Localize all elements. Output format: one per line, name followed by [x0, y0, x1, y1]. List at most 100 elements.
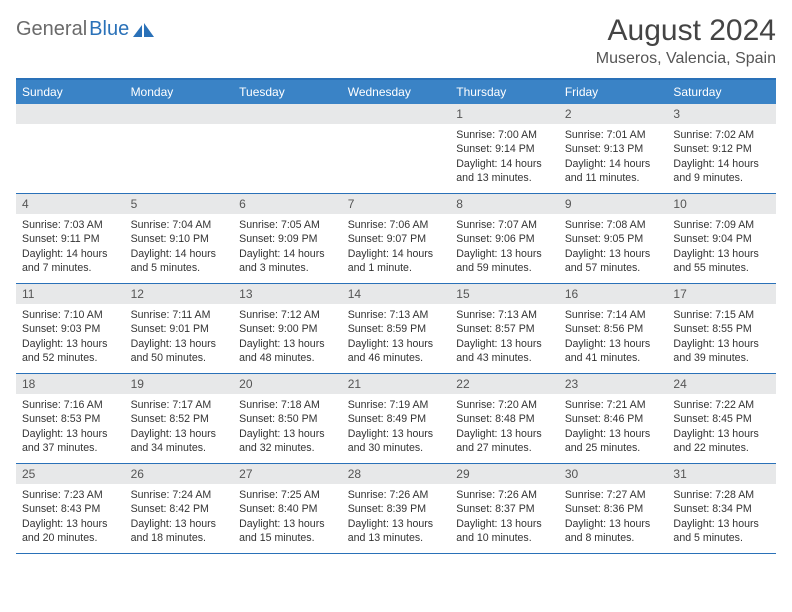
calendar-day-cell: 6Sunrise: 7:05 AMSunset: 9:09 PMDaylight… [233, 194, 342, 284]
sunset-line: Sunset: 8:40 PM [239, 502, 336, 516]
day-body: Sunrise: 7:02 AMSunset: 9:12 PMDaylight:… [667, 124, 776, 191]
sunrise-line: Sunrise: 7:04 AM [131, 218, 228, 232]
day-body: Sunrise: 7:25 AMSunset: 8:40 PMDaylight:… [233, 484, 342, 551]
sunset-line: Sunset: 9:14 PM [456, 142, 553, 156]
day-number: 24 [667, 374, 776, 394]
day-body: Sunrise: 7:18 AMSunset: 8:50 PMDaylight:… [233, 394, 342, 461]
sunrise-line: Sunrise: 7:12 AM [239, 308, 336, 322]
day-of-week-header: Tuesday [233, 80, 342, 104]
day-number: 6 [233, 194, 342, 214]
sunset-line: Sunset: 8:49 PM [348, 412, 445, 426]
daylight-line: Daylight: 13 hours and 5 minutes. [673, 517, 770, 546]
day-body: Sunrise: 7:15 AMSunset: 8:55 PMDaylight:… [667, 304, 776, 371]
daylight-line: Daylight: 14 hours and 11 minutes. [565, 157, 662, 186]
sunrise-line: Sunrise: 7:08 AM [565, 218, 662, 232]
sunset-line: Sunset: 9:07 PM [348, 232, 445, 246]
sunrise-line: Sunrise: 7:05 AM [239, 218, 336, 232]
day-of-week-header: Monday [125, 80, 234, 104]
day-body: Sunrise: 7:04 AMSunset: 9:10 PMDaylight:… [125, 214, 234, 281]
calendar-empty-cell [125, 104, 234, 194]
sunrise-line: Sunrise: 7:26 AM [348, 488, 445, 502]
daylight-line: Daylight: 14 hours and 1 minute. [348, 247, 445, 276]
sunset-line: Sunset: 8:45 PM [673, 412, 770, 426]
header: GeneralBlue August 2024 Museros, Valenci… [16, 14, 776, 68]
sunrise-line: Sunrise: 7:18 AM [239, 398, 336, 412]
sunset-line: Sunset: 9:13 PM [565, 142, 662, 156]
sunset-line: Sunset: 9:05 PM [565, 232, 662, 246]
day-number: 28 [342, 464, 451, 484]
sunrise-line: Sunrise: 7:25 AM [239, 488, 336, 502]
sunrise-line: Sunrise: 7:11 AM [131, 308, 228, 322]
sunset-line: Sunset: 9:01 PM [131, 322, 228, 336]
daylight-line: Daylight: 14 hours and 9 minutes. [673, 157, 770, 186]
calendar-day-cell: 5Sunrise: 7:04 AMSunset: 9:10 PMDaylight… [125, 194, 234, 284]
sunset-line: Sunset: 9:09 PM [239, 232, 336, 246]
day-of-week-header: Saturday [667, 80, 776, 104]
calendar-day-cell: 4Sunrise: 7:03 AMSunset: 9:11 PMDaylight… [16, 194, 125, 284]
sunrise-line: Sunrise: 7:03 AM [22, 218, 119, 232]
daylight-line: Daylight: 13 hours and 50 minutes. [131, 337, 228, 366]
day-body: Sunrise: 7:00 AMSunset: 9:14 PMDaylight:… [450, 124, 559, 191]
day-body: Sunrise: 7:01 AMSunset: 9:13 PMDaylight:… [559, 124, 668, 191]
calendar-day-cell: 3Sunrise: 7:02 AMSunset: 9:12 PMDaylight… [667, 104, 776, 194]
sunset-line: Sunset: 9:12 PM [673, 142, 770, 156]
day-number: 19 [125, 374, 234, 394]
calendar-empty-cell [233, 104, 342, 194]
daylight-line: Daylight: 13 hours and 27 minutes. [456, 427, 553, 456]
daylight-line: Daylight: 13 hours and 22 minutes. [673, 427, 770, 456]
sunset-line: Sunset: 8:48 PM [456, 412, 553, 426]
day-body: Sunrise: 7:07 AMSunset: 9:06 PMDaylight:… [450, 214, 559, 281]
day-number: 8 [450, 194, 559, 214]
sunrise-line: Sunrise: 7:23 AM [22, 488, 119, 502]
sunset-line: Sunset: 8:53 PM [22, 412, 119, 426]
day-of-week-header: Sunday [16, 80, 125, 104]
day-body: Sunrise: 7:08 AMSunset: 9:05 PMDaylight:… [559, 214, 668, 281]
daylight-line: Daylight: 13 hours and 59 minutes. [456, 247, 553, 276]
daylight-line: Daylight: 13 hours and 8 minutes. [565, 517, 662, 546]
calendar-day-cell: 10Sunrise: 7:09 AMSunset: 9:04 PMDayligh… [667, 194, 776, 284]
sunrise-line: Sunrise: 7:13 AM [348, 308, 445, 322]
day-body: Sunrise: 7:26 AMSunset: 8:37 PMDaylight:… [450, 484, 559, 551]
sunrise-line: Sunrise: 7:20 AM [456, 398, 553, 412]
day-body: Sunrise: 7:23 AMSunset: 8:43 PMDaylight:… [16, 484, 125, 551]
day-number: 18 [16, 374, 125, 394]
day-number: 5 [125, 194, 234, 214]
sunrise-line: Sunrise: 7:27 AM [565, 488, 662, 502]
day-body: Sunrise: 7:06 AMSunset: 9:07 PMDaylight:… [342, 214, 451, 281]
daylight-line: Daylight: 13 hours and 18 minutes. [131, 517, 228, 546]
calendar-day-cell: 1Sunrise: 7:00 AMSunset: 9:14 PMDaylight… [450, 104, 559, 194]
day-number: 16 [559, 284, 668, 304]
calendar-day-cell: 29Sunrise: 7:26 AMSunset: 8:37 PMDayligh… [450, 464, 559, 554]
day-body: Sunrise: 7:17 AMSunset: 8:52 PMDaylight:… [125, 394, 234, 461]
calendar-day-cell: 27Sunrise: 7:25 AMSunset: 8:40 PMDayligh… [233, 464, 342, 554]
sunset-line: Sunset: 8:55 PM [673, 322, 770, 336]
sunset-line: Sunset: 8:37 PM [456, 502, 553, 516]
calendar-day-cell: 11Sunrise: 7:10 AMSunset: 9:03 PMDayligh… [16, 284, 125, 374]
day-number: 4 [16, 194, 125, 214]
day-number: 11 [16, 284, 125, 304]
daylight-line: Daylight: 13 hours and 52 minutes. [22, 337, 119, 366]
day-number: 20 [233, 374, 342, 394]
sunrise-line: Sunrise: 7:17 AM [131, 398, 228, 412]
day-body: Sunrise: 7:05 AMSunset: 9:09 PMDaylight:… [233, 214, 342, 281]
day-number: 26 [125, 464, 234, 484]
calendar-day-cell: 7Sunrise: 7:06 AMSunset: 9:07 PMDaylight… [342, 194, 451, 284]
day-body: Sunrise: 7:22 AMSunset: 8:45 PMDaylight:… [667, 394, 776, 461]
day-body: Sunrise: 7:26 AMSunset: 8:39 PMDaylight:… [342, 484, 451, 551]
calendar-day-cell: 14Sunrise: 7:13 AMSunset: 8:59 PMDayligh… [342, 284, 451, 374]
day-body: Sunrise: 7:14 AMSunset: 8:56 PMDaylight:… [559, 304, 668, 371]
day-of-week-header: Friday [559, 80, 668, 104]
sunset-line: Sunset: 8:46 PM [565, 412, 662, 426]
day-of-week-header: Wednesday [342, 80, 451, 104]
day-body: Sunrise: 7:19 AMSunset: 8:49 PMDaylight:… [342, 394, 451, 461]
sunrise-line: Sunrise: 7:07 AM [456, 218, 553, 232]
sunset-line: Sunset: 9:03 PM [22, 322, 119, 336]
calendar-day-cell: 21Sunrise: 7:19 AMSunset: 8:49 PMDayligh… [342, 374, 451, 464]
calendar-day-cell: 18Sunrise: 7:16 AMSunset: 8:53 PMDayligh… [16, 374, 125, 464]
sunset-line: Sunset: 9:04 PM [673, 232, 770, 246]
day-number: 10 [667, 194, 776, 214]
day-body: Sunrise: 7:20 AMSunset: 8:48 PMDaylight:… [450, 394, 559, 461]
sunrise-line: Sunrise: 7:16 AM [22, 398, 119, 412]
day-number: 15 [450, 284, 559, 304]
calendar-day-cell: 17Sunrise: 7:15 AMSunset: 8:55 PMDayligh… [667, 284, 776, 374]
